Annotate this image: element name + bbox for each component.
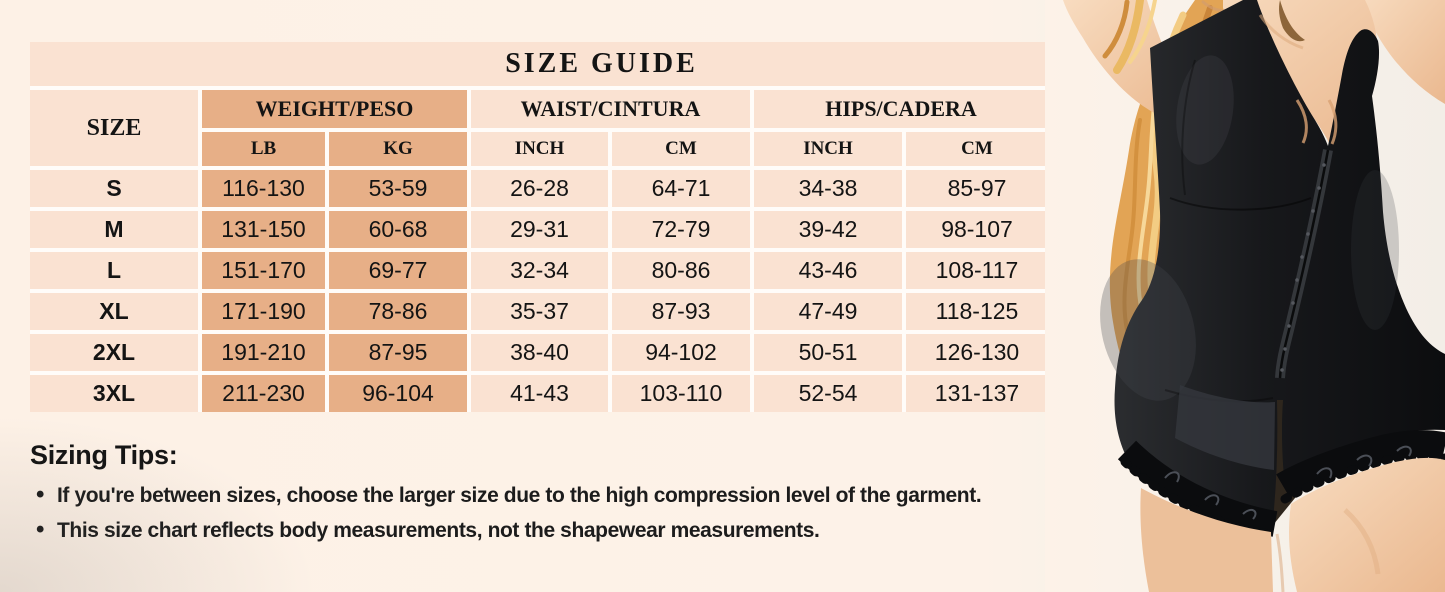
cell-waist-cm: 72-79 [612, 211, 750, 248]
cell-kg: 69-77 [329, 252, 467, 289]
underbust-seam [1169, 197, 1312, 211]
cell-kg: 87-95 [329, 334, 467, 371]
cell-hips-inch: 47-49 [754, 293, 902, 330]
cell-hips-inch: 52-54 [754, 375, 902, 412]
cell-waist-inch: 35-37 [471, 293, 608, 330]
cell-hips-inch: 50-51 [754, 334, 902, 371]
mesh-panel [1175, 385, 1275, 470]
cell-waist-cm: 87-93 [612, 293, 750, 330]
sizing-tip: This size chart reflects body measuremen… [30, 517, 1010, 544]
cell-hips-cm: 85-97 [906, 170, 1048, 207]
cell-hips-cm: 98-107 [906, 211, 1048, 248]
sizing-tip: If you're between sizes, choose the larg… [30, 482, 1010, 509]
cell-lb: 151-170 [202, 252, 325, 289]
cell-hips-cm: 131-137 [906, 375, 1048, 412]
cell-kg: 96-104 [329, 375, 467, 412]
front-hook-closure [1275, 149, 1333, 379]
cell-waist-cm: 80-86 [612, 252, 750, 289]
lace-trim-right-leg [1276, 430, 1445, 504]
cell-hips-cm: 126-130 [906, 334, 1048, 371]
row-size-label: L [30, 252, 198, 289]
cell-lb: 191-210 [202, 334, 325, 371]
page-title: SIZE GUIDE [30, 42, 1048, 86]
row-size-label: 2XL [30, 334, 198, 371]
subheader-hips-cm: CM [906, 132, 1048, 166]
cell-waist-cm: 103-110 [612, 375, 750, 412]
column-group-weight: WEIGHT/PESO [202, 90, 467, 128]
sizing-tips-heading: Sizing Tips: [30, 440, 178, 470]
row-size-label: XL [30, 293, 198, 330]
subheader-weight-kg: KG [329, 132, 467, 166]
back-thigh [1140, 488, 1273, 592]
cell-lb: 211-230 [202, 375, 325, 412]
cell-kg: 60-68 [329, 211, 467, 248]
cell-hips-inch: 43-46 [754, 252, 902, 289]
cell-waist-inch: 26-28 [471, 170, 608, 207]
right-arm [1355, 0, 1445, 104]
cell-waist-inch: 41-43 [471, 375, 608, 412]
cell-lb: 131-150 [202, 211, 325, 248]
front-thigh [1289, 457, 1445, 592]
decolletage-shading [1258, 14, 1338, 145]
cell-waist-inch: 32-34 [471, 252, 608, 289]
cell-kg: 53-59 [329, 170, 467, 207]
column-group-waist: WAIST/CINTURA [471, 90, 750, 128]
row-size-label: M [30, 211, 198, 248]
hair-strands-front [1102, 0, 1305, 74]
cell-hips-cm: 118-125 [906, 293, 1048, 330]
subheader-hips-inch: INCH [754, 132, 902, 166]
cell-hips-inch: 34-38 [754, 170, 902, 207]
row-size-label: 3XL [30, 375, 198, 412]
column-group-hips: HIPS/CADERA [754, 90, 1048, 128]
row-size-label: S [30, 170, 198, 207]
cell-waist-inch: 38-40 [471, 334, 608, 371]
cell-waist-cm: 64-71 [612, 170, 750, 207]
subheader-weight-lb: LB [202, 132, 325, 166]
cell-kg: 78-86 [329, 293, 467, 330]
cell-waist-cm: 94-102 [612, 334, 750, 371]
cell-lb: 171-190 [202, 293, 325, 330]
cell-hips-cm: 108-117 [906, 252, 1048, 289]
sizing-tips-section: Sizing Tips: If you're between sizes, ch… [30, 440, 1010, 553]
cell-waist-inch: 29-31 [471, 211, 608, 248]
legs-skin [1140, 457, 1445, 592]
column-header-size: SIZE [30, 90, 198, 166]
subheader-waist-inch: INCH [471, 132, 608, 166]
model-photo [1045, 0, 1445, 592]
cell-lb: 116-130 [202, 170, 325, 207]
cell-hips-inch: 39-42 [754, 211, 902, 248]
subheader-waist-cm: CM [612, 132, 750, 166]
shapewear-bodysuit [1100, 0, 1445, 520]
size-guide-table: SIZE GUIDE SIZE WEIGHT/PESO WAIST/CINTUR… [30, 42, 1048, 412]
